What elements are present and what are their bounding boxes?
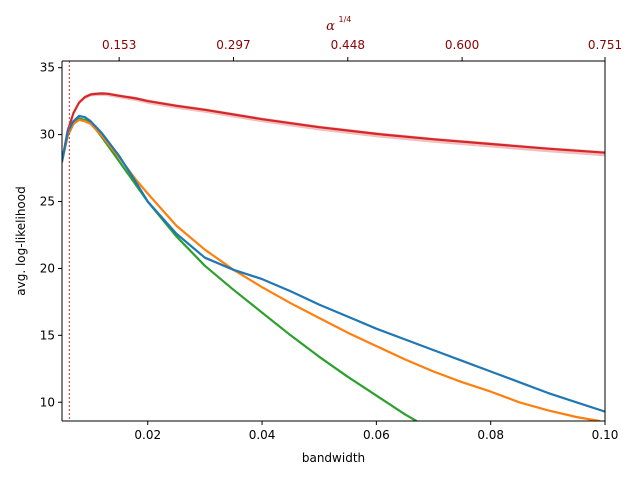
x-tick-label: 0.08 bbox=[477, 428, 504, 442]
y-tick-label: 20 bbox=[40, 261, 55, 275]
top-tick-label: 0.600 bbox=[445, 38, 479, 52]
plot-background bbox=[62, 61, 605, 421]
x-tick-label: 0.10 bbox=[592, 428, 619, 442]
top-tick-label: 0.297 bbox=[216, 38, 250, 52]
top-tick-label: 0.448 bbox=[331, 38, 365, 52]
series-layer bbox=[62, 92, 605, 421]
top-tick-label: 0.153 bbox=[102, 38, 136, 52]
x-tick-label: 0.02 bbox=[134, 428, 161, 442]
top-axis-label: α 1/4 bbox=[326, 15, 351, 34]
ticks-layer: 0.02 0.04 0.06 0.08 0.10 10 15 20 25 30 35 0.153 0.2… bbox=[40, 38, 622, 442]
x-axis-label: bandwidth bbox=[302, 451, 365, 465]
top-tick-label: 0.751 bbox=[588, 38, 622, 52]
y-axis-label: avg. log-likelihood bbox=[14, 186, 28, 295]
y-tick-label: 25 bbox=[40, 195, 55, 209]
top-axis-label-text: α bbox=[326, 19, 335, 34]
series-4-line bbox=[62, 114, 605, 413]
x-tick-label: 0.04 bbox=[249, 428, 276, 442]
axes-layer bbox=[61, 60, 606, 422]
top-axis-label-exponent: 1/4 bbox=[339, 15, 352, 24]
plot-area bbox=[62, 61, 605, 421]
series-1-line bbox=[62, 92, 605, 163]
y-tick-label: 10 bbox=[40, 395, 55, 409]
y-tick-label: 30 bbox=[40, 128, 55, 142]
x-tick-label: 0.06 bbox=[363, 428, 390, 442]
y-tick-label: 15 bbox=[40, 328, 55, 342]
y-tick-label: 35 bbox=[40, 61, 55, 75]
series-3-line bbox=[62, 118, 601, 421]
